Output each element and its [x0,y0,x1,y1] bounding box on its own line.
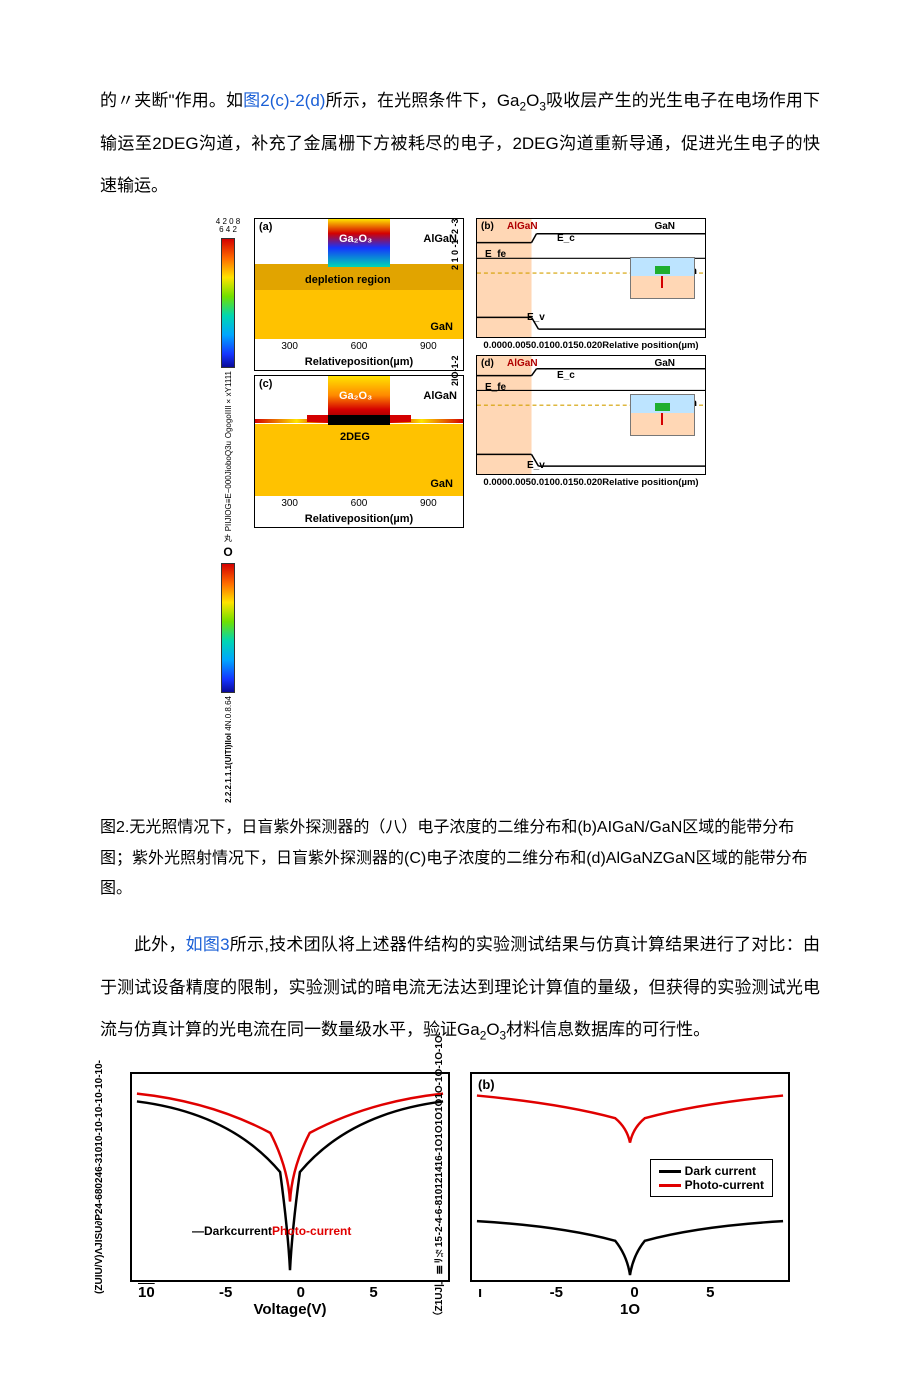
panel-a-depl: depletion region [305,274,391,286]
panel-c-gan: GaN [430,478,453,490]
panel-d-tag: (d) [481,358,494,369]
p1-a: 的〃夹断"作用。如 [100,91,243,110]
panel-d-xlabel: 0.0000.0050.0100.0150.020Relative positi… [476,475,706,488]
figure-3: 31010-10-10-10-10-10- 24-680246- (ZUIU/V… [100,1072,820,1318]
panels-left: (a) Ga₂O₃ AlGaN depletion region GaN 300… [254,218,464,804]
panel-b: 2 1 0 -1 -2 -3 (b) AlGaN GaN E_c E_f [476,218,706,351]
panels-right: 2 1 0 -1 -2 -3 (b) AlGaN GaN E_c E_f [476,218,706,804]
colorbar-mid: 丸 [224,535,232,544]
colorbar-icon [221,238,235,368]
xtick: 300 [281,498,298,509]
ytick-line: (ZUIU/V)ΛJISU∂P [94,1214,105,1294]
panel-d-ev: E_v [527,460,545,471]
xtick: ı [478,1284,482,1301]
colorbar-ticks-2: 4N.0.8.64 [224,696,233,731]
panel-c-xticks: 300 600 900 [255,496,463,511]
panel-c-xlabel: Relativeposition(µm) [255,511,463,527]
legend-dark: —Darkcurrent [192,1224,272,1238]
p2-a: 此外， [134,935,186,954]
p2-d: 材料信息数据库的可行性。 [506,1020,710,1039]
panel-3a-xlabel: Voltage(V) [130,1301,450,1318]
panel-a-ga2o3: Ga₂O₃ [339,233,372,245]
xtick: 300 [281,341,298,352]
figure-2-caption: 图2.无光照情况下，日盲紫外探测器的（八）电子浓度的二维分布和(b)AIGaN/… [100,813,820,904]
fig2-ref-link[interactable]: 图2(c)-2(d) [243,91,325,110]
panel-3b: 1O1O1O1O1O-1O-1O-1O- -2-4-6-8101214­16- … [470,1072,790,1318]
panel-c-2deg: 2DEG [340,431,370,443]
legend-3b: Dark current Photo-current [650,1159,773,1197]
panel-3b-xlabel: 1O [470,1301,790,1318]
p1-b: 所示，在光照条件下，Ga [325,91,519,110]
ytick-line: 24-680246- [94,1163,105,1214]
panel-b-xlabel: 0.0000.0050.0100.0150.020Relative positi… [476,338,706,351]
panel-3b-yticks: 1O1O1O1O1O-1O-1O-1O- -2-4-6-8101214­16- … [410,1072,468,1282]
xtick: 10 [138,1284,155,1301]
panel-d-algan: AlGaN [507,358,538,369]
p2-c: O [486,1020,499,1039]
xtick: -5 [550,1284,563,1301]
xtick: 900 [420,341,437,352]
panel-b-tag: (b) [481,221,494,232]
ytick-line: 31010-10-10-10-10-10- [94,1060,105,1163]
panel-a-tag: (a) [259,221,272,233]
ytick-line: 1O1O1O1O1O-1O-1O-1O- [434,1032,445,1152]
panel-d-efe: E_fe [485,382,506,393]
panel-b-inset-icon [630,257,695,299]
panel-a-xlabel: Relativeposition(µm) [255,354,463,370]
xtick: 600 [351,341,368,352]
panel-c-tag: (c) [259,378,272,390]
fig3-ref-link[interactable]: 如图3 [186,935,230,954]
panel-3a-xticks: 10 -5 0 5 [130,1282,450,1301]
panel-c-ga2o3: Ga₂O₃ [339,390,372,402]
paragraph-2: 此外，如图3所示,技术团队将上述器件结构的实验测试结果与仿真计算结果进行了对比：… [100,924,820,1052]
panel-b-algan: AlGaN [507,221,538,232]
panel-d-inset-icon [630,394,695,436]
colorbar-column: 4 2 0 8 6 4 2 OgogoIIII×xY1111 PIIJlOG≡E… [214,218,242,804]
panel-c: (c) Ga₂O₃ AlGaN 2DEG GaN 300 600 900 Rel… [254,375,464,528]
ytick-line: （Z1UJ|」Ⅲﾘ½15 [434,1236,445,1321]
colorbar-label-1: OgogoIIII×xY1111 [224,371,233,438]
colorbar-ticks-top: 4 2 0 8 6 4 2 [214,218,242,236]
panel-b-gan: GaN [654,221,675,232]
legend-photo-row: Photo-current [659,1178,764,1192]
xtick: 900 [420,498,437,509]
panel-a: (a) Ga₂O₃ AlGaN depletion region GaN 300… [254,218,464,371]
panel-3b-tag: (b) [478,1077,495,1092]
xtick: 5 [369,1284,377,1301]
panel-3a-yticks: 31010-10-10-10-10-10- 24-680246- (ZUIU/V… [70,1072,128,1282]
colorbar-icon-2 [221,563,235,693]
legend-dark-label: Dark current [685,1164,756,1178]
colorbar-label-2: PIIJlOG≡E−000JioboQ3u [224,441,233,531]
panel-b-yticks: 2 1 0 -1 -2 -3 [450,218,474,333]
ytick-line: -2-4-6-8101214­16- [434,1152,445,1235]
panel-a-xticks: 300 600 900 [255,339,463,354]
panel-d-gan: GaN [654,358,675,369]
figure-2: 4 2 0 8 6 4 2 OgogoIIII×xY1111 PIIJlOG≡E… [100,218,820,804]
panel-b-ec: E_c [557,233,575,244]
panel-b-ev: E_v [527,312,545,323]
panel-3a: 31010-10-10-10-10-10- 24-680246- (ZUIU/V… [130,1072,450,1318]
colorbar-ticks-3: 2.2.2.1.1.1(UITl)IIol [224,733,233,803]
panel-d-yticks: 2IO-1-2 [450,355,474,470]
xtick: -5 [219,1284,232,1301]
legend-photo-label: Photo-current [685,1178,764,1192]
colorbar-o: O [223,546,232,559]
xtick: 0 [297,1284,305,1301]
xtick: 0 [630,1284,638,1301]
legend-photo: Photo-current [272,1224,351,1238]
panel-3b-xticks: ı -5 0 5 [470,1282,790,1301]
legend-3a: —DarkcurrentPhoto-current [192,1224,351,1238]
paragraph-1: 的〃夹断"作用。如图2(c)-2(d)所示，在光照条件下，Ga2O3吸收层产生的… [100,80,820,208]
legend-dark-row: Dark current [659,1164,764,1178]
sub-3: 3 [539,99,546,113]
p1-c: O [526,91,539,110]
panel-d-ec: E_c [557,370,575,381]
panel-d: 2IO-1-2 (d) AlGaN GaN E_c E_fe [476,355,706,488]
panel-b-efe: E_fe [485,249,506,260]
xtick: 600 [351,498,368,509]
xtick: 5 [706,1284,714,1301]
